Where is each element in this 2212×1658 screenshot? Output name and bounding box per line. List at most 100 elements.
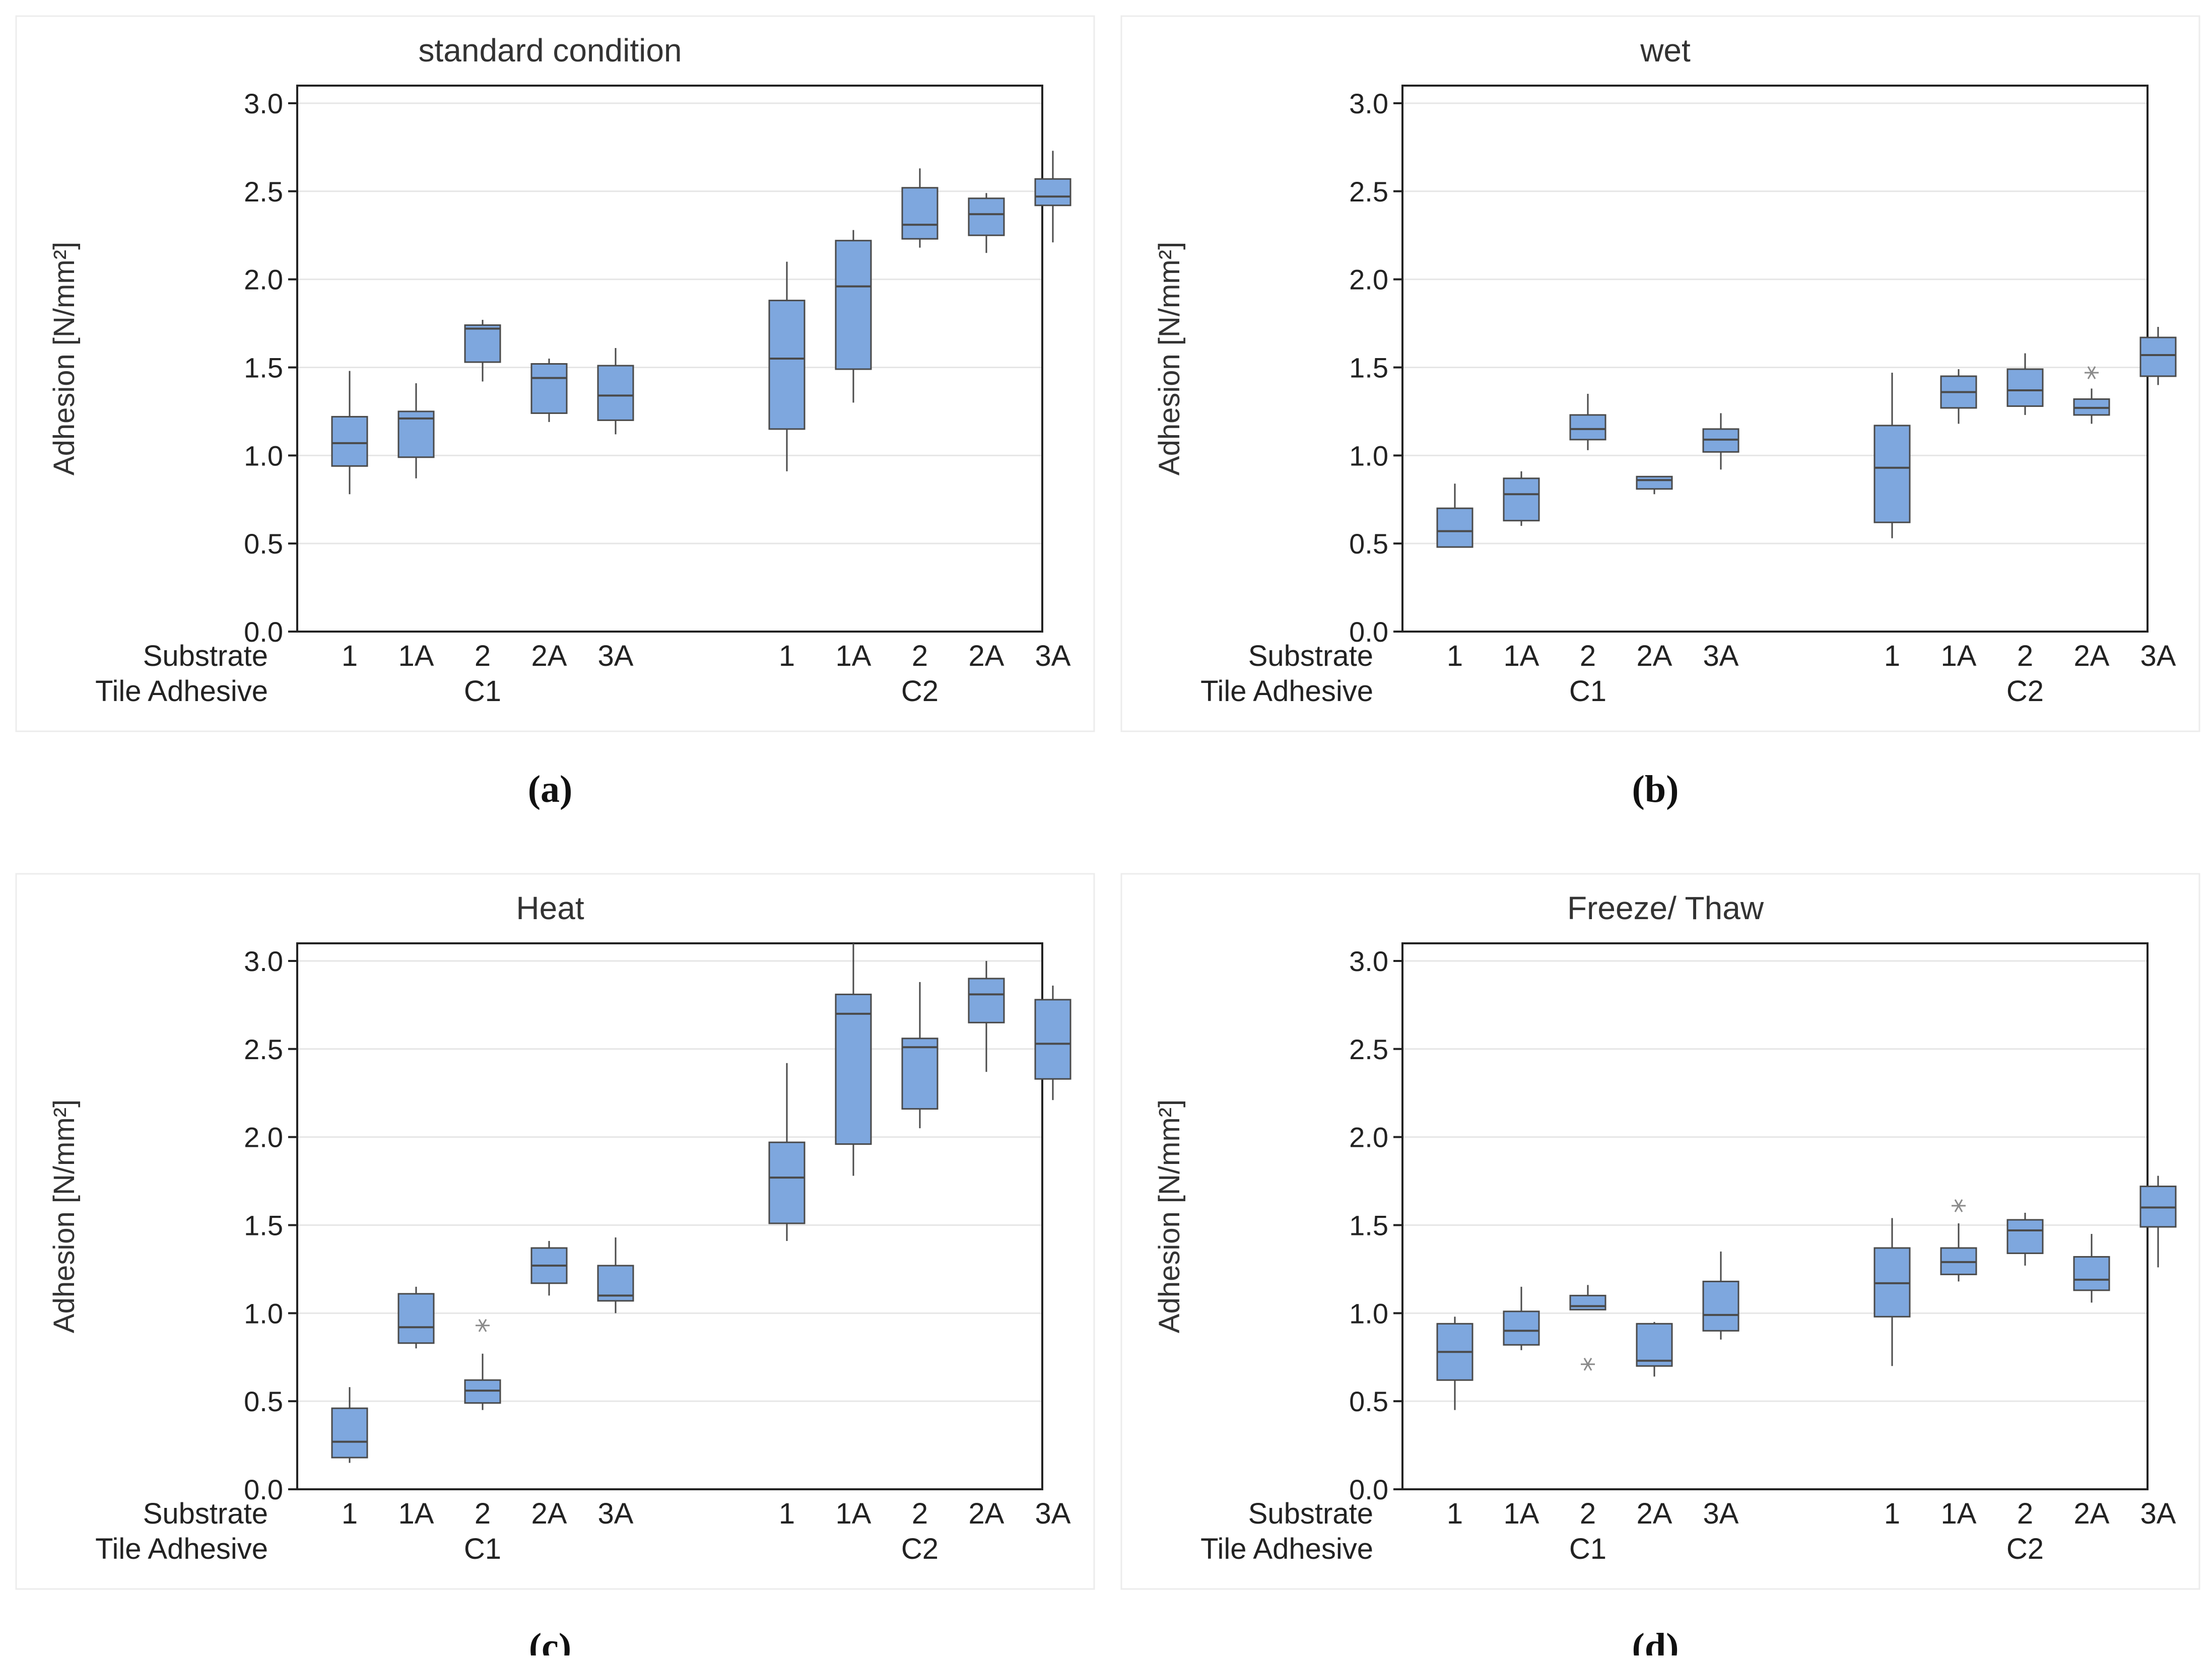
substrate-label: 2A xyxy=(1637,1497,1672,1530)
box-C1-2A xyxy=(1636,475,1673,495)
y-axis-label: Adhesion [N/mm²] xyxy=(1153,1099,1186,1333)
group-label-c2: C2 xyxy=(2006,675,2044,708)
substrate-label: 2A xyxy=(2074,1497,2110,1530)
box-iqr xyxy=(968,978,1005,1023)
substrate-label: 1A xyxy=(398,640,434,672)
substrate-label: 3A xyxy=(598,1497,634,1530)
box-C2-2A xyxy=(2073,1233,2110,1303)
outlier-point xyxy=(2085,366,2099,379)
y-tick-label: 2.5 xyxy=(244,1033,283,1065)
box-C2-2A xyxy=(968,960,1005,1072)
box-C2-1A xyxy=(1940,369,1977,424)
y-tick-label: 0.5 xyxy=(244,528,283,560)
plot-area-border xyxy=(296,85,1043,633)
box-C2-1 xyxy=(1873,1218,1911,1366)
substrate-row-label: Substrate xyxy=(1248,640,1373,672)
box-C1-3A xyxy=(597,1237,634,1314)
box-iqr xyxy=(597,365,634,421)
tile-adhesive-row-label: Tile Adhesive xyxy=(1200,675,1373,708)
substrate-row-label: Substrate xyxy=(1248,1497,1373,1530)
y-tick-label: 1.5 xyxy=(1349,352,1388,383)
box-iqr xyxy=(530,363,568,414)
box-C2-2 xyxy=(2006,353,2044,415)
substrate-label: 2A xyxy=(969,1497,1004,1530)
box-iqr xyxy=(768,300,806,430)
y-tick-label: 3.0 xyxy=(244,88,283,119)
y-tick-label: 2.5 xyxy=(1349,1033,1388,1065)
box-C1-3A xyxy=(1702,1251,1739,1340)
y-tick-label: 1.5 xyxy=(244,352,283,383)
box-C2-3A xyxy=(2139,1176,2177,1268)
box-C2-2 xyxy=(901,168,939,248)
substrate-label: 2 xyxy=(2017,640,2033,672)
box-C2-1 xyxy=(768,1063,806,1241)
substrate-label: 1A xyxy=(1504,1497,1539,1530)
y-tick-label: 3.0 xyxy=(1349,88,1388,119)
y-tick-label: 2.5 xyxy=(244,176,283,208)
substrate-label: 1 xyxy=(342,640,358,672)
box-iqr xyxy=(1702,1280,1739,1332)
box-iqr xyxy=(331,1407,368,1459)
substrate-label: 2A xyxy=(531,640,567,672)
box-iqr xyxy=(1436,507,1473,548)
y-tick-label: 2.5 xyxy=(1349,176,1388,208)
outlier-stroke xyxy=(2087,366,2096,379)
plot-area-border xyxy=(296,942,1043,1490)
group-label-c1: C1 xyxy=(1569,675,1606,708)
outlier-point xyxy=(1952,1199,1966,1212)
box-iqr xyxy=(1569,414,1606,441)
outlier-point xyxy=(1581,1357,1595,1371)
chart-title: standard condition xyxy=(418,32,682,68)
chart-title: wet xyxy=(1640,32,1691,68)
panel-caption: (d) xyxy=(1632,1626,1679,1655)
box-C1-1 xyxy=(1436,483,1473,548)
y-tick-label: 3.0 xyxy=(244,945,283,977)
substrate-label: 3A xyxy=(2140,1497,2176,1530)
substrate-label: 1A xyxy=(1941,1497,1977,1530)
group-label-c2: C2 xyxy=(901,675,939,708)
box-C2-2A xyxy=(968,193,1005,253)
box-C1-1 xyxy=(1436,1317,1473,1410)
group-label-c1: C1 xyxy=(464,675,501,708)
y-axis-label: Adhesion [N/mm²] xyxy=(48,1099,81,1333)
y-tick-label: 2.0 xyxy=(1349,264,1388,296)
outlier-stroke xyxy=(478,1319,487,1332)
box-C1-2A xyxy=(1636,1322,1673,1377)
box-iqr xyxy=(2073,1256,2110,1291)
chart-panel-d: 0.0 0.5 1.0 1.5 2.0 2.5 3.0 Freeze/ Thaw Adhesio… xyxy=(1120,873,2200,1658)
group-label-c2: C2 xyxy=(901,1533,939,1565)
box-C1-2 xyxy=(1569,1285,1606,1310)
substrate-label: 1A xyxy=(398,1497,434,1530)
substrate-label: 1A xyxy=(836,640,872,672)
substrate-label: 1 xyxy=(779,1497,795,1530)
box-C1-3A xyxy=(1702,413,1739,470)
box-iqr xyxy=(835,240,872,370)
y-tick-label: 0.5 xyxy=(244,1386,283,1417)
box-C2-1 xyxy=(768,261,806,471)
box-C1-1 xyxy=(331,371,368,495)
substrate-label: 1A xyxy=(1504,640,1539,672)
box-iqr xyxy=(835,993,872,1145)
box-C2-1A xyxy=(835,230,872,403)
substrate-label: 2 xyxy=(475,1497,491,1530)
y-axis-label: Adhesion [N/mm²] xyxy=(48,242,81,475)
box-iqr xyxy=(901,1038,939,1110)
y-tick-label: 0.0 xyxy=(244,616,283,648)
box-C1-1A xyxy=(1503,1286,1540,1350)
substrate-label: 2A xyxy=(1637,640,1672,672)
box-iqr xyxy=(1503,1310,1540,1346)
box-iqr xyxy=(1503,477,1540,522)
substrate-label: 3A xyxy=(1035,640,1071,672)
y-tick-label: 1.5 xyxy=(244,1209,283,1241)
box-C1-1A xyxy=(1503,471,1540,526)
box-iqr xyxy=(1569,1294,1606,1310)
box-iqr xyxy=(2006,1219,2044,1254)
panel-frame xyxy=(15,873,1095,1590)
box-C2-1 xyxy=(1873,372,1911,538)
substrate-label: 2 xyxy=(1580,640,1596,672)
y-tick-label: 1.0 xyxy=(244,440,283,471)
substrate-label: 1 xyxy=(1447,640,1463,672)
box-iqr xyxy=(1636,475,1673,490)
box-iqr xyxy=(1034,178,1071,206)
